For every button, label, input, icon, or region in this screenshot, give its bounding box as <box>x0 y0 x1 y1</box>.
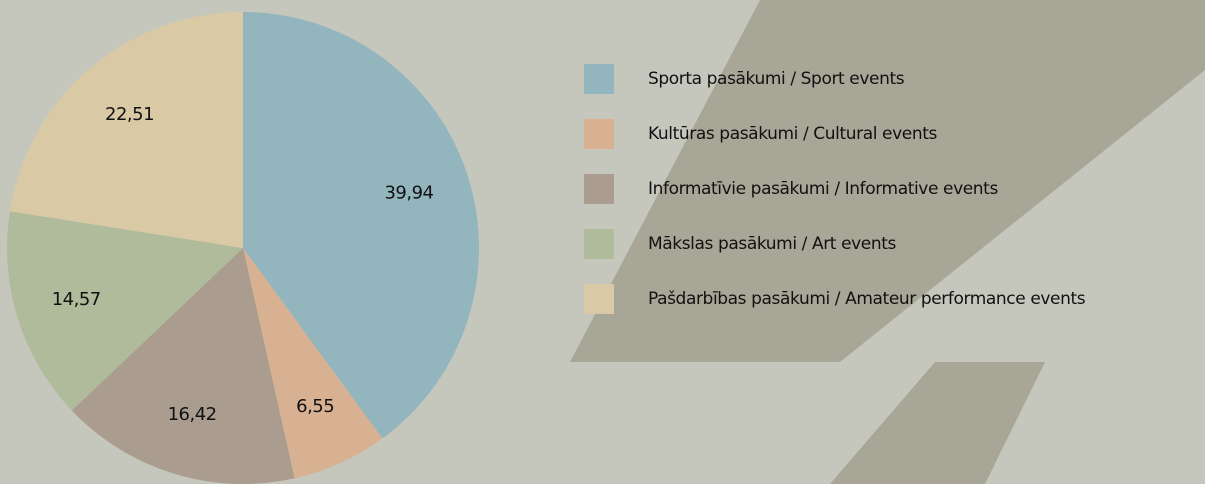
pie-slice <box>9 12 244 248</box>
data-label: 14,57 <box>52 289 101 310</box>
legend-swatch <box>584 64 614 94</box>
data-label: 39,94 <box>384 183 433 204</box>
legend-swatch <box>584 229 614 259</box>
legend-swatch <box>584 174 614 204</box>
legend-label: Sporta pasākumi / Sport events <box>648 69 905 89</box>
data-label: 6,55 <box>296 396 334 417</box>
background-shape <box>830 362 1045 484</box>
pie-slice <box>243 12 480 439</box>
pie-slice <box>7 211 243 411</box>
legend-label: Informatīvie pasākumi / Informative even… <box>648 179 998 199</box>
data-label: 22,51 <box>105 104 154 125</box>
pie-slice <box>243 248 383 479</box>
legend-label: Mākslas pasākumi / Art events <box>648 234 896 254</box>
legend-label: Kultūras pasākumi / Cultural events <box>648 124 937 144</box>
legend-label: Pašdarbības pasākumi / Amateur performan… <box>648 289 1086 309</box>
background-shape <box>570 0 1205 362</box>
legend-swatch <box>584 284 614 314</box>
legend-swatch <box>584 119 614 149</box>
data-label: 16,42 <box>168 404 217 425</box>
pie-slice <box>71 248 295 484</box>
